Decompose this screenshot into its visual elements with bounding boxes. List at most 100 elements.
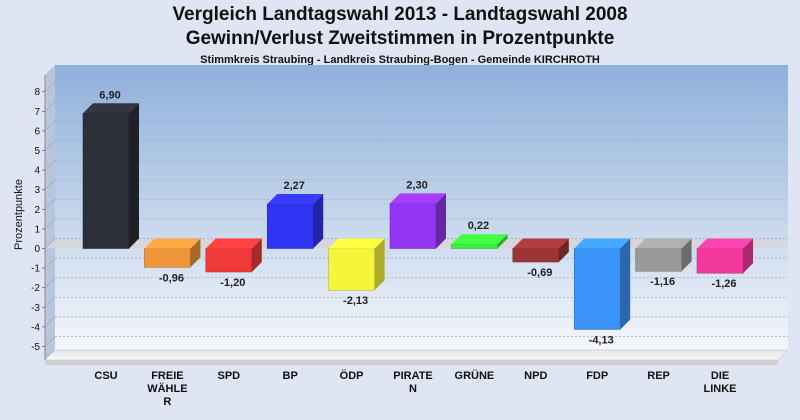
category-label: BP: [283, 370, 298, 382]
value-labels: 6,90 -0,96 -1,20 2,27 -2,13 2,30 0,22 -0,69 -4,1…: [99, 89, 736, 346]
bar-side: [743, 238, 753, 274]
bar-top: [451, 234, 508, 245]
y-axis: 8 7 6 5 4 3 2 1 0 -1 -2 -3 -4 -5 Prozentpunkte: [13, 75, 46, 360]
bar-side: [681, 238, 692, 272]
value-label: 2,30: [406, 179, 427, 191]
bar-top: [512, 238, 569, 249]
y-tick-label: -2: [31, 283, 40, 294]
bar-side: [436, 193, 446, 249]
bar-top: [635, 238, 692, 249]
gridline-side: [44, 199, 56, 210]
gridline-side: [44, 179, 56, 190]
bar-side: [313, 194, 324, 249]
gridline-side: [44, 336, 56, 347]
bar-top: [83, 103, 139, 114]
bar-top: [205, 238, 262, 249]
category-label: CSU: [94, 370, 117, 382]
category-label: ÖDP: [340, 369, 364, 382]
bar-grüne: [451, 234, 508, 249]
bar-csu: [82, 103, 139, 249]
gridline-side: [44, 218, 56, 230]
gridline-side: [44, 140, 56, 151]
value-label: -2,13: [343, 295, 368, 307]
category-label: REP: [647, 370, 670, 382]
value-label: -0,96: [159, 272, 184, 284]
category-label: N: [409, 383, 417, 395]
bar-front: [573, 248, 621, 330]
y-tick-label: 1: [34, 224, 40, 235]
bar-front: [512, 248, 560, 263]
bar-die-linke: [696, 238, 753, 274]
value-label: 6,90: [99, 89, 120, 101]
value-label: -1,20: [220, 277, 245, 289]
y-tick-label: 2: [34, 205, 40, 216]
bar-front: [82, 113, 130, 249]
gridline-side: [44, 101, 56, 112]
category-label: SPD: [217, 370, 240, 382]
bar-front: [144, 248, 191, 268]
bar-side: [251, 238, 262, 273]
floor-edge: [45, 360, 778, 365]
y-tick-label: 8: [34, 87, 40, 98]
bar-front: [389, 203, 437, 249]
gridline-side: [44, 316, 56, 328]
y-tick-label: -5: [31, 342, 40, 353]
y-tick-label: 7: [34, 107, 40, 118]
bar-front: [205, 248, 253, 273]
bar-freie-wähler: [144, 238, 201, 268]
bar-rep: [635, 238, 692, 272]
value-label: 2,27: [283, 180, 304, 192]
bar-side: [620, 238, 631, 330]
bar-front: [266, 203, 314, 249]
bar-front: [328, 248, 375, 291]
bar-piraten: [389, 193, 446, 249]
bar-npd: [512, 238, 569, 263]
value-label: 0,22: [468, 220, 489, 232]
y-tick-label: 4: [34, 166, 40, 177]
y-tick-label: 0: [34, 244, 40, 255]
bar-top: [144, 238, 201, 249]
bar-spd: [205, 238, 262, 273]
gridline-side: [44, 297, 56, 308]
bar-side: [190, 238, 201, 268]
bar-front: [451, 243, 498, 249]
y-axis-label: Prozentpunkte: [13, 179, 25, 250]
y-tick-label: 3: [34, 185, 40, 196]
bar-side: [558, 238, 569, 263]
y-tick-label: -3: [31, 303, 40, 314]
bar-top: [697, 238, 753, 249]
category-label: DIE: [711, 370, 729, 382]
chart-title-line2: Gewinn/Verlust Zweitstimmen in Prozentpu…: [185, 28, 615, 49]
bar-top: [328, 238, 385, 249]
category-label: PIRATE: [393, 370, 433, 382]
left-wall: [45, 65, 55, 360]
category-label: NPD: [524, 370, 547, 382]
value-label: -1,26: [711, 278, 736, 290]
bar-top: [267, 194, 324, 205]
bar-fdp: [573, 238, 631, 330]
floor: [44, 349, 789, 361]
category-label: GRÜNE: [455, 369, 495, 382]
gridline-side: [44, 238, 56, 249]
category-label: FREIE: [151, 370, 183, 382]
category-label: WÄHLE: [147, 382, 187, 395]
gridline-side: [44, 120, 56, 132]
bars: [82, 103, 753, 330]
bar-front: [696, 248, 744, 274]
bar-bp: [266, 194, 324, 249]
gridline-side: [44, 277, 56, 288]
bar-ödp: [328, 238, 385, 291]
y-tick-label: 5: [34, 146, 40, 157]
category-label: FDP: [586, 370, 608, 382]
gridline-side: [44, 159, 56, 171]
y-tick-label: 6: [34, 126, 40, 137]
bar-side: [497, 234, 508, 249]
value-label: -1,16: [650, 276, 675, 288]
category-label: LINKE: [704, 383, 737, 395]
chart-title-line1: Vergleich Landtagswahl 2013 - Landtagswa…: [172, 4, 628, 25]
y-tick-label: -4: [31, 322, 40, 333]
value-label: -0,69: [527, 267, 552, 279]
bar-side: [129, 103, 139, 249]
